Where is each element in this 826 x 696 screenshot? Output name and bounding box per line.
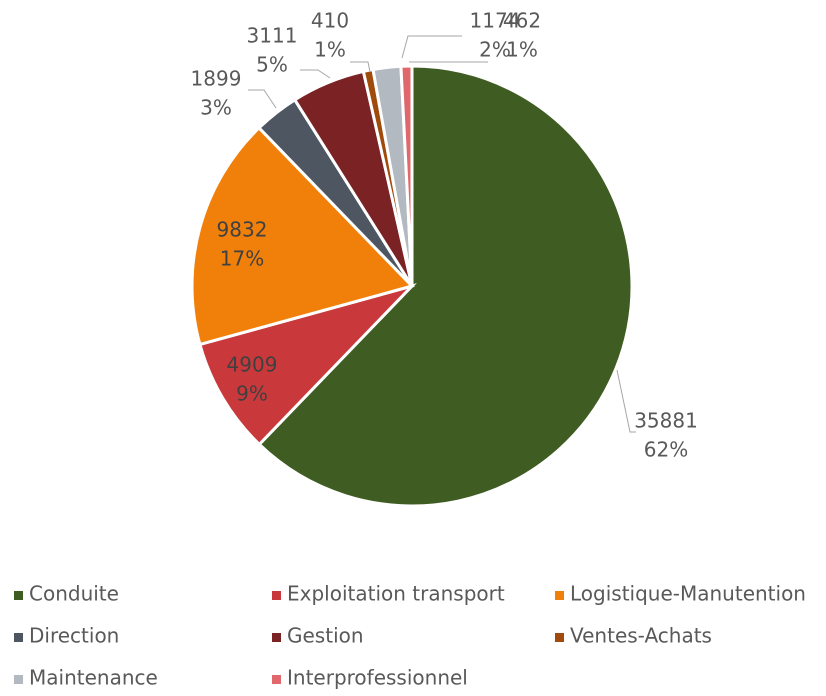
data-label-percent: 62% [644, 438, 688, 462]
data-label-percent: 5% [256, 53, 288, 77]
leader-line [300, 69, 331, 79]
legend-swatch [14, 675, 23, 684]
legend-label: Interprofessionnel [287, 666, 468, 690]
leader-line [248, 89, 277, 109]
legend-swatch [555, 591, 564, 600]
data-label: 1174 [470, 9, 521, 33]
data-label-percent: 1% [314, 38, 346, 62]
legend-label: Logistique-Manutention [570, 582, 806, 606]
legend-swatch [272, 633, 281, 642]
data-label-percent: 9% [236, 382, 268, 406]
data-label-percent: 3% [200, 96, 232, 120]
data-label: 1899 [191, 67, 242, 91]
legend-swatch [14, 591, 23, 600]
leader-line [616, 369, 636, 433]
legend-label: Direction [29, 624, 119, 648]
legend-label: Ventes-Achats [570, 624, 712, 648]
data-label-percent: 1% [506, 38, 538, 62]
pie-slice [399, 64, 414, 287]
legend-swatch [272, 675, 281, 684]
data-label: 35881 [634, 409, 698, 433]
legend-label: Exploitation transport [287, 582, 505, 606]
legend-swatch [555, 633, 564, 642]
pie-slice [257, 64, 634, 508]
pie-slice [190, 125, 415, 347]
legend-label: Conduite [29, 582, 119, 606]
leader-line [350, 61, 371, 73]
leader-line [401, 35, 462, 59]
legend-label: Gestion [287, 624, 364, 648]
data-label-percent: 17% [220, 247, 264, 271]
data-label: 4909 [227, 353, 278, 377]
legend-label: Maintenance [29, 666, 158, 690]
legend-swatch [272, 591, 281, 600]
data-label: 410 [311, 9, 349, 33]
legend-swatch [14, 633, 23, 642]
data-label: 462 [503, 9, 541, 33]
data-label-percent: 2% [479, 38, 511, 62]
pie-slice [198, 283, 417, 447]
data-label: 9832 [217, 218, 268, 242]
data-label: 3111 [247, 24, 298, 48]
